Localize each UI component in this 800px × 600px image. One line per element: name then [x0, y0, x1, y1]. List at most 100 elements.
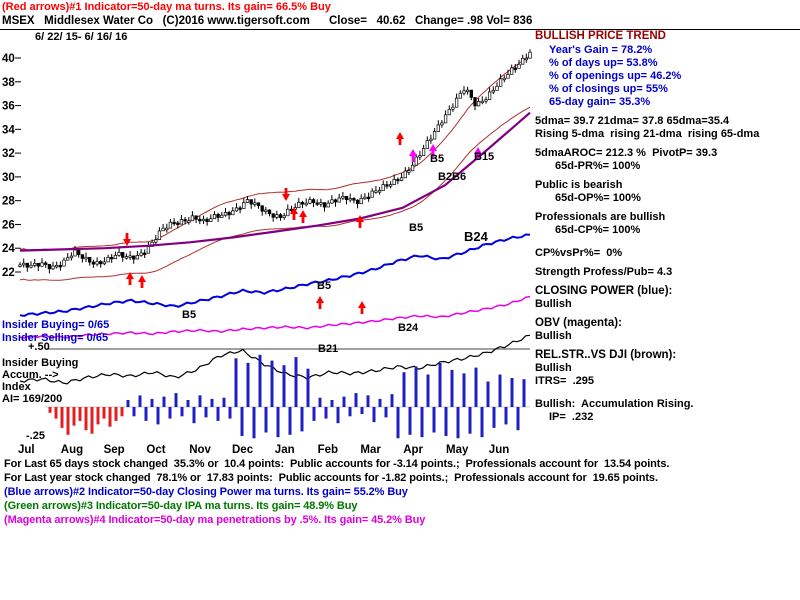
index-caption: Index	[2, 381, 31, 393]
signal-legend-magenta: (Magenta arrows)#4 Indicator=50-day ma p…	[4, 514, 426, 526]
svg-text:B5: B5	[409, 222, 423, 234]
sell-arrow	[123, 233, 131, 246]
stat-65day-gain: 65-day gain= 35.3%	[549, 96, 651, 108]
svg-text:Mar: Mar	[360, 444, 381, 456]
stat-65d-pr: 65d-PR%= 100%	[555, 160, 641, 172]
buy-arrow	[290, 207, 298, 220]
stat-dma-rising: Rising 5-dma rising 21-dma rising 65-dma	[535, 128, 760, 140]
sell-arrow	[282, 188, 290, 201]
svg-text:B5: B5	[317, 280, 331, 292]
footer-summary: For Last 65 days stock changed 35.3% or …	[0, 458, 800, 538]
accumulation-histogram	[45, 348, 530, 439]
public-sentiment: Public is bearish	[535, 179, 623, 191]
obv-line	[19, 295, 531, 339]
stat-days-up: % of days up= 53.8%	[549, 57, 658, 69]
signal-arrows	[123, 132, 482, 314]
svg-text:B5: B5	[182, 309, 196, 321]
obv-status: Bullish	[535, 330, 572, 342]
month-axis: Jul Aug Sep Oct Nov Dec Jan Feb Mar Apr May Jun	[18, 444, 509, 456]
svg-text:30: 30	[2, 172, 15, 184]
price-trend-title: BULLISH PRICE TREND	[535, 30, 666, 42]
svg-text:Oct: Oct	[146, 444, 165, 456]
stat-year-summary: For Last year stock changed 78.1% or 17.…	[4, 472, 658, 484]
ai-scale-plus-label: +.50	[28, 341, 50, 353]
relative-strength-line	[19, 334, 531, 385]
stat-years-gain: Year's Gain = 78.2%	[549, 44, 653, 56]
insider-buying-caption: Insider Buying	[2, 357, 79, 369]
svg-text:Dec: Dec	[232, 444, 254, 456]
insider-buying-count: Insider Buying= 0/65	[2, 319, 110, 331]
professional-sentiment: Professionals are bullish	[535, 211, 666, 223]
chart-title: MSEX Middlesex Water Co (C)2016 www.tige…	[2, 15, 533, 27]
accum-caption: Accum. -->	[2, 369, 59, 381]
svg-text:B24: B24	[464, 229, 489, 244]
ai-scale-minus-label: -.25	[26, 430, 45, 442]
date-range-label: 6/ 22/ 15- 6/ 16/ 16	[35, 31, 128, 43]
buy-arrow	[358, 301, 366, 314]
title-divider	[0, 29, 800, 30]
stat-65d-op: 65d-OP%= 100%	[555, 192, 641, 204]
svg-text:28: 28	[2, 196, 15, 208]
svg-text:May: May	[446, 444, 469, 456]
svg-text:B5: B5	[430, 153, 444, 165]
svg-text:Nov: Nov	[189, 444, 211, 456]
ma65-line	[19, 111, 531, 252]
buy-arrow	[126, 272, 134, 285]
svg-text:36: 36	[2, 101, 15, 113]
svg-text:B21: B21	[318, 343, 338, 355]
signal-legend-blue: (Blue arrows)#2 Indicator=50-day Closing…	[4, 486, 408, 498]
stat-cp-vs-pr: CP%vsPr%= 0%	[535, 247, 623, 259]
svg-text:B15: B15	[474, 151, 494, 163]
svg-text:Aug: Aug	[61, 444, 83, 456]
svg-text:B2B6: B2B6	[438, 171, 466, 183]
svg-text:34: 34	[2, 124, 15, 136]
analysis-panel: BULLISH PRICE TREND Year's Gain = 78.2% …	[535, 30, 800, 430]
price-axis: 40 38 36 34 32 30 28 26 24 22	[2, 53, 21, 279]
svg-text:24: 24	[2, 243, 15, 255]
relstr-title: REL.STR..VS DJI (brown):	[535, 349, 677, 361]
svg-text:Jul: Jul	[18, 444, 35, 456]
svg-text:Apr: Apr	[403, 444, 423, 456]
svg-text:Sep: Sep	[104, 444, 125, 456]
ip-value: IP= .232	[549, 411, 594, 423]
stat-65day-summary: For Last 65 days stock changed 35.3% or …	[4, 458, 670, 470]
svg-text:Jun: Jun	[489, 444, 509, 456]
stat-65d-cp: 65d-CP%= 100%	[555, 224, 641, 236]
trading-bands	[19, 55, 531, 281]
svg-text:Feb: Feb	[318, 444, 338, 456]
closing-power-status: Bullish	[535, 298, 572, 310]
ai-value-label: AI= 169/200	[2, 393, 63, 405]
buy-arrow	[138, 275, 146, 288]
stat-closings-up: % of closings up= 55%	[549, 83, 668, 95]
svg-text:22: 22	[2, 267, 15, 279]
svg-text:32: 32	[2, 148, 15, 160]
svg-text:38: 38	[2, 77, 15, 89]
svg-text:B24: B24	[398, 322, 419, 334]
stat-openings-up: % of openings up= 46.2%	[549, 70, 682, 82]
buy-signal-labels: B5 B5 B5 B5 B2B6 B15 B24 B24 B21	[182, 151, 494, 355]
itrs-value: ITRS= .295	[535, 375, 595, 387]
signal-legend-green: (Green arrows)#3 Indicator=50-day IPA ma…	[4, 500, 358, 512]
obv-title: OBV (magenta):	[535, 317, 622, 329]
svg-text:Jan: Jan	[275, 444, 295, 456]
buy-arrow	[299, 210, 307, 223]
stat-dma-values: 5dma= 39.7 21dma= 37.8 65dma=35.4	[535, 115, 730, 127]
insider-selling-count: Insider Selling= 0/65	[2, 332, 109, 344]
stat-strength-ratio: Strength Profess/Pub= 4.3	[535, 266, 673, 278]
svg-text:26: 26	[2, 219, 15, 231]
signal-legend-red: (Red arrows)#1 Indicator=50-day ma turns…	[2, 1, 331, 13]
buy-arrow	[409, 149, 417, 162]
stat-aroc-pivot: 5dmaAROC= 212.3 % PivotP= 39.3	[535, 147, 718, 159]
accumulation-status: Bullish: Accumulation Rising.	[535, 398, 694, 410]
svg-text:40: 40	[2, 53, 15, 65]
buy-arrow	[356, 215, 364, 228]
closing-power-line	[19, 233, 531, 318]
closing-power-title: CLOSING POWER (blue):	[535, 285, 673, 297]
buy-arrow	[316, 296, 324, 309]
buy-arrow	[429, 144, 437, 157]
price-candles	[18, 49, 532, 274]
relstr-status: Bullish	[535, 362, 572, 374]
buy-arrow	[396, 132, 404, 145]
